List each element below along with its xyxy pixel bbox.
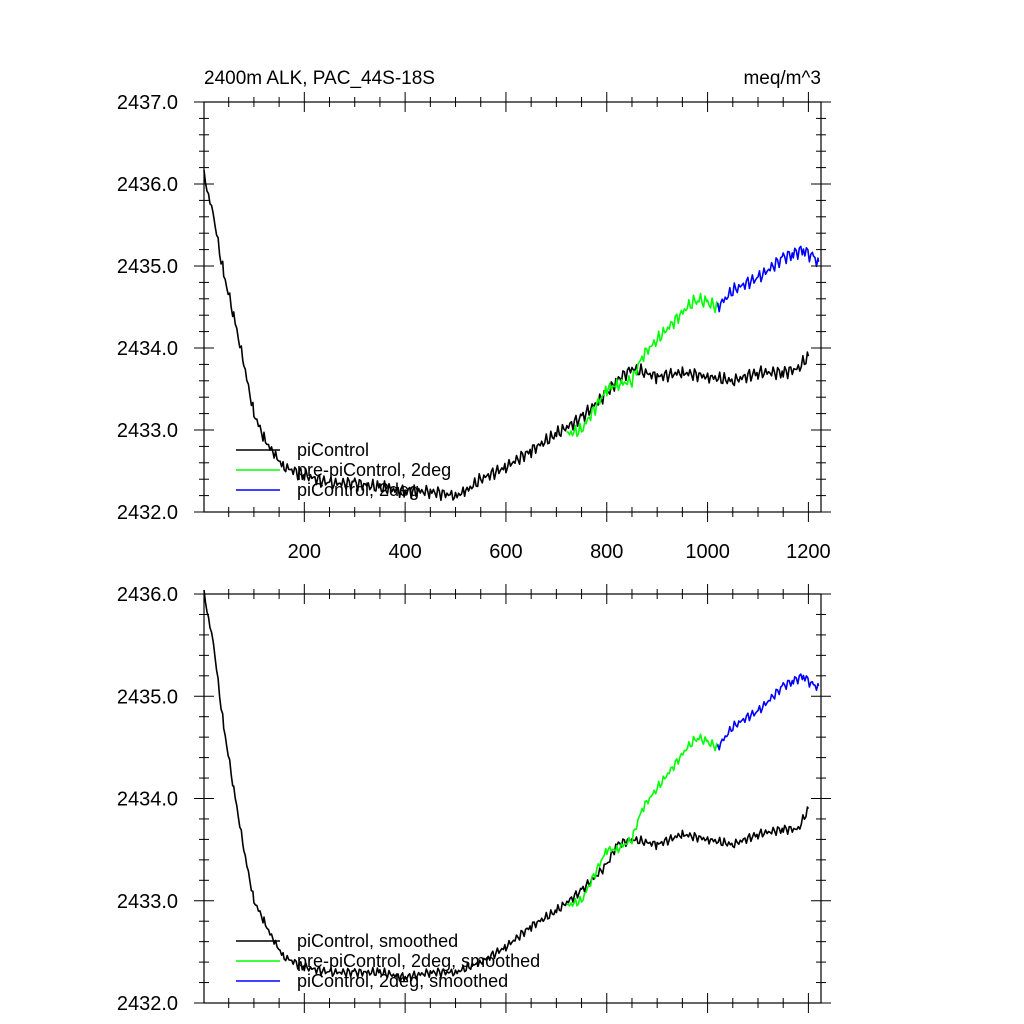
y-tick-label: 2435.0 bbox=[117, 686, 178, 708]
x-tick-label: 600 bbox=[489, 541, 522, 563]
x-tick-label: 200 bbox=[288, 541, 321, 563]
y-tick-label: 2433.0 bbox=[117, 891, 178, 913]
panel2-plot: 2432.0 2433.0 2434.0 2435.0 2436.0 piControl,… bbox=[117, 584, 831, 1015]
legend-label: piControl bbox=[297, 440, 369, 460]
legend-label: pre-piControl, 2deg, smoothed bbox=[297, 951, 540, 971]
legend-label: piControl, 2deg, smoothed bbox=[297, 971, 508, 991]
series-line-pre-picontrol-2deg bbox=[566, 292, 719, 438]
series-line-picontrol-smoothed bbox=[203, 589, 810, 982]
series-line-picontrol-2deg-smoothed bbox=[716, 673, 820, 751]
legend-label: piControl, smoothed bbox=[297, 931, 458, 951]
y-tick-label: 2434.0 bbox=[117, 338, 178, 360]
y-tick-label: 2436.0 bbox=[117, 584, 178, 606]
x-tick-label: 1200 bbox=[786, 541, 831, 563]
plot-frame bbox=[203, 101, 822, 513]
y-tick-label: 2434.0 bbox=[117, 789, 178, 811]
x-tick-label: 800 bbox=[590, 541, 623, 563]
y-tick-label: 2432.0 bbox=[117, 993, 178, 1015]
series-line-picontrol-2deg bbox=[716, 245, 820, 313]
panel1-title-left: 2400m ALK, PAC_44S-18S bbox=[204, 68, 435, 89]
legend-label: piControl, 2deg bbox=[297, 480, 419, 500]
panel1-plot: 200 400 600 800 1000 1200 2432.0 2433.0 2434.0 24… bbox=[117, 92, 831, 563]
y-tick-label: 2433.0 bbox=[117, 420, 178, 442]
y-tick-label: 2436.0 bbox=[117, 174, 178, 196]
y-tick-label: 2435.0 bbox=[117, 256, 178, 278]
x-tick-label: 1000 bbox=[685, 541, 730, 563]
y-tick-label: 2432.0 bbox=[117, 502, 178, 524]
series-line-pre-picontrol-2deg-smoothed bbox=[566, 733, 719, 907]
legend-label: pre-piControl, 2deg bbox=[297, 460, 451, 480]
x-tick-label: 400 bbox=[388, 541, 421, 563]
y-tick-label: 2437.0 bbox=[117, 92, 178, 114]
panel1-title-right: meq/m^3 bbox=[743, 68, 821, 89]
series-line-picontrol bbox=[203, 169, 810, 502]
